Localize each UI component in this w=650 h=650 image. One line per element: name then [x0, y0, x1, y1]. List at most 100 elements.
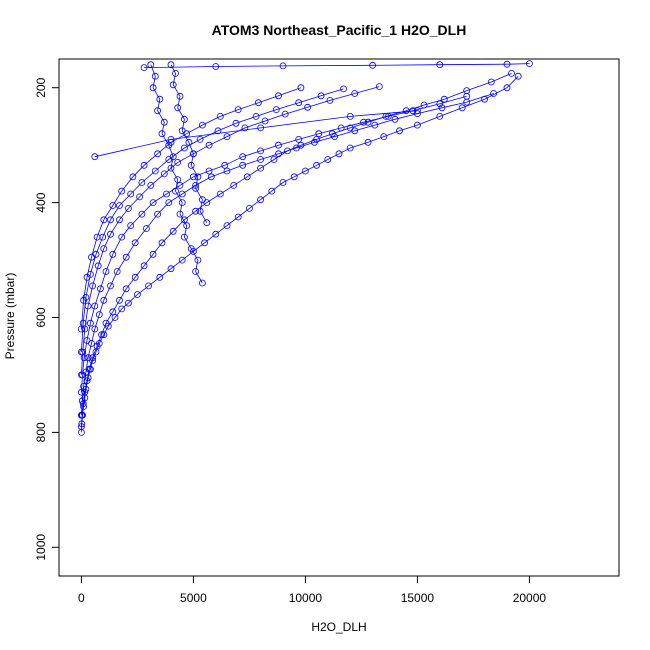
data-point — [292, 144, 300, 152]
data-point — [295, 135, 303, 143]
data-point — [116, 296, 123, 304]
data-point — [438, 104, 446, 112]
data-point — [463, 92, 471, 100]
data-point — [154, 107, 162, 115]
series-line — [150, 64, 203, 284]
x-tick-label: 5000 — [180, 591, 207, 605]
data-point — [180, 216, 188, 224]
data-point — [232, 119, 240, 127]
data-point — [436, 61, 444, 69]
data-point — [180, 115, 188, 123]
series-line — [81, 87, 302, 330]
data-point — [205, 141, 213, 149]
data-point — [230, 181, 238, 189]
data-point — [335, 150, 343, 158]
data-point — [169, 153, 177, 161]
data-point — [84, 354, 92, 362]
data-point — [124, 299, 132, 307]
data-point — [98, 331, 105, 339]
data-point — [216, 113, 224, 120]
data-point — [176, 181, 184, 189]
data-point — [167, 61, 175, 69]
data-point — [95, 311, 103, 319]
data-point — [172, 187, 179, 195]
plot-frame — [58, 58, 620, 577]
data-point — [160, 170, 168, 178]
y-tick-label: 400 — [34, 192, 48, 212]
data-point — [279, 62, 287, 70]
data-point — [149, 199, 157, 207]
data-point — [93, 342, 101, 350]
data-point — [503, 60, 511, 68]
data-point — [270, 156, 278, 163]
data-point — [180, 144, 188, 152]
data-point — [89, 282, 96, 290]
data-point — [402, 107, 410, 115]
data-point — [360, 118, 368, 126]
data-point — [284, 147, 291, 155]
series-8 — [147, 61, 206, 287]
data-point — [346, 144, 354, 152]
data-point — [109, 202, 117, 209]
data-point — [196, 207, 204, 215]
data-point — [83, 377, 91, 385]
data-point — [212, 63, 220, 70]
data-point — [234, 106, 242, 113]
data-point — [167, 164, 175, 172]
data-point — [487, 78, 495, 86]
data-point — [124, 204, 132, 212]
data-point — [223, 167, 231, 175]
series-4 — [78, 92, 471, 396]
data-point — [89, 354, 96, 362]
data-point — [192, 184, 200, 192]
x-tick-label: 0 — [78, 591, 85, 605]
y-tick-label: 600 — [34, 307, 48, 327]
data-point — [192, 207, 200, 215]
data-point — [78, 348, 85, 356]
data-point — [281, 110, 289, 118]
data-point — [380, 133, 388, 141]
data-point — [458, 104, 466, 112]
data-point — [205, 167, 213, 175]
data-point — [185, 138, 193, 146]
data-point — [127, 190, 135, 198]
data-point — [216, 190, 224, 198]
data-point — [436, 100, 444, 108]
data-point — [167, 265, 175, 273]
data-point — [301, 167, 309, 175]
data-point — [147, 181, 155, 189]
data-point — [131, 239, 139, 247]
data-point — [315, 130, 323, 138]
data-point — [245, 204, 253, 212]
data-point — [100, 245, 108, 253]
data-point — [176, 210, 184, 218]
data-point — [122, 285, 130, 293]
data-point — [158, 130, 166, 138]
data-point — [165, 141, 173, 149]
data-point — [156, 273, 164, 281]
y-tick-label: 200 — [34, 77, 48, 97]
data-point — [80, 382, 87, 390]
data-point — [151, 167, 159, 175]
data-point — [275, 92, 282, 100]
series-line — [144, 63, 530, 68]
data-point — [100, 331, 108, 339]
data-point — [129, 173, 137, 181]
series-5 — [78, 83, 383, 379]
series-11 — [91, 107, 421, 161]
data-point — [138, 210, 146, 218]
data-point — [93, 233, 101, 241]
data-point — [257, 196, 265, 204]
x-tick-label: 15000 — [401, 591, 435, 605]
data-point — [351, 127, 359, 135]
data-point — [149, 84, 157, 92]
data-point — [391, 115, 399, 123]
data-point — [326, 97, 334, 104]
data-point — [154, 210, 162, 218]
data-point — [212, 230, 220, 238]
data-point — [116, 216, 123, 224]
data-point — [167, 135, 175, 143]
data-point — [172, 70, 179, 77]
data-point — [107, 230, 114, 238]
